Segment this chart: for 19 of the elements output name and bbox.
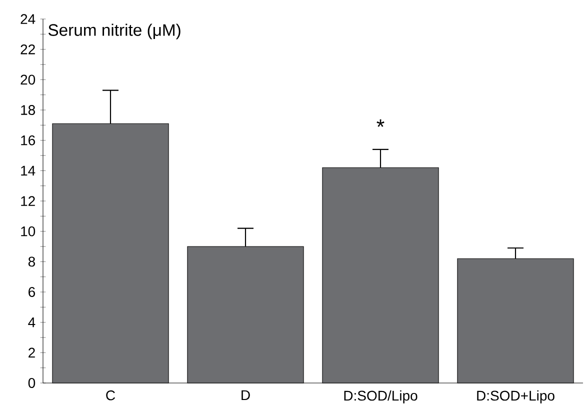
y-tick-label: 22 — [20, 44, 35, 54]
y-tick-label: 18 — [21, 105, 36, 115]
x-tick-label: D:SOD+Lipo — [477, 390, 554, 404]
y-tick-label: 4 — [28, 318, 36, 328]
y-tick-label: 24 — [20, 14, 36, 24]
y-tick-label: 2 — [28, 348, 35, 358]
y-tick-label: 10 — [21, 226, 36, 236]
x-tick-label: C — [106, 390, 116, 400]
y-tick-label: 6 — [28, 287, 36, 297]
x-tick-label: D — [242, 390, 250, 400]
y-tick-label: 0 — [28, 378, 36, 388]
y-axis-title: Serum nitrite (μM) — [48, 24, 180, 40]
y-tick-label: 8 — [28, 256, 36, 267]
x-tick-label: D:SOD/Lipo — [344, 390, 418, 404]
y-tick-label: 14 — [21, 166, 36, 176]
y-tick-label: 12 — [21, 196, 35, 206]
y-tick-label: 16 — [21, 135, 36, 146]
annotation: * — [376, 119, 384, 127]
y-tick-label: 20 — [20, 74, 36, 85]
